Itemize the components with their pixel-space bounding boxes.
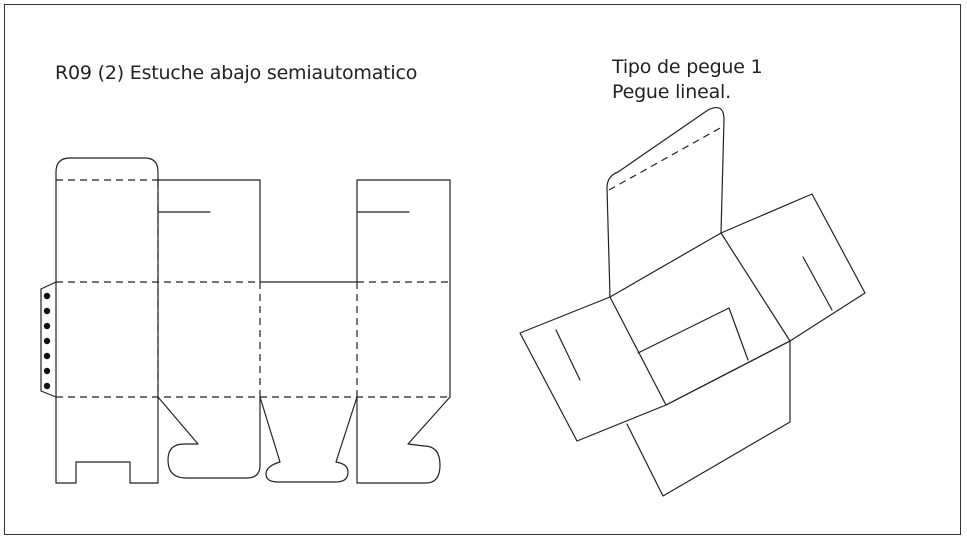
glue-type-label: Tipo de pegue 1 [612, 56, 763, 78]
box-rim-outer [609, 232, 791, 406]
panel-1-outline [55, 157, 159, 484]
panel-3-bottom-flap [259, 396, 358, 483]
lid-fold [608, 126, 723, 191]
glue-holes [43, 292, 51, 390]
front-wall [626, 340, 791, 497]
panel-4-dust-flap [356, 179, 451, 283]
diagram-title: R09 (2) Estuche abajo semiautomatico [55, 62, 418, 84]
figure-border [4, 4, 961, 535]
left-dust-flap [519, 296, 667, 442]
right-flap-slit [802, 256, 833, 311]
assembled-box-3d [519, 107, 866, 497]
glue-description-label: Pegue lineal. [612, 81, 731, 103]
panel-2-bottom-flap [157, 396, 261, 479]
left-flap-slit [555, 329, 581, 381]
panel-4-bottom-flap [356, 396, 451, 484]
lid-flap [606, 107, 725, 298]
right-dust-flap [720, 193, 866, 342]
flat-template [40, 157, 451, 484]
box-rim-inner [637, 307, 749, 361]
glue-flap [40, 281, 57, 398]
panel-2-dust-flap [157, 179, 261, 283]
